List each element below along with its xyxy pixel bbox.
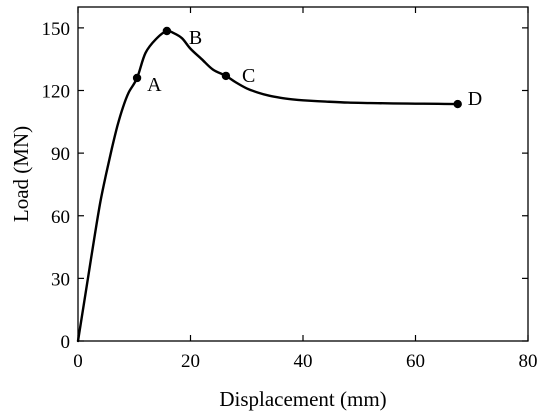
x-tick-label: 20 xyxy=(181,351,200,372)
point-b-label: B xyxy=(189,27,202,49)
point-b-marker xyxy=(162,26,172,36)
point-d-label: D xyxy=(468,88,482,110)
point-c-label: C xyxy=(242,65,255,87)
x-tick-label: 0 xyxy=(73,351,83,372)
plot-frame xyxy=(77,6,529,342)
y-tick-label: 30 xyxy=(51,269,70,290)
point-d-marker xyxy=(453,99,462,109)
y-axis-label: Load (MN) xyxy=(9,126,33,222)
point-a-marker xyxy=(132,73,142,83)
tick-labels: 0 20 40 60 80 0 30 60 90 120 150 xyxy=(42,19,538,372)
x-tick-label: 60 xyxy=(406,351,425,372)
y-tick-label: 90 xyxy=(51,144,70,165)
point-c-marker xyxy=(221,71,231,81)
x-tick-label: 40 xyxy=(294,351,313,372)
y-tick-label: 150 xyxy=(42,19,71,40)
x-axis-label: Displacement (mm) xyxy=(219,387,386,411)
load-curve xyxy=(76,29,459,343)
y-tick-label: 120 xyxy=(42,82,71,103)
key-points: A B C D xyxy=(132,26,482,110)
x-tick-label: 80 xyxy=(519,351,538,372)
axis-ticks xyxy=(77,7,529,342)
y-tick-label: 60 xyxy=(51,207,70,228)
y-tick-label: 0 xyxy=(61,332,71,353)
point-a-label: A xyxy=(147,74,162,96)
